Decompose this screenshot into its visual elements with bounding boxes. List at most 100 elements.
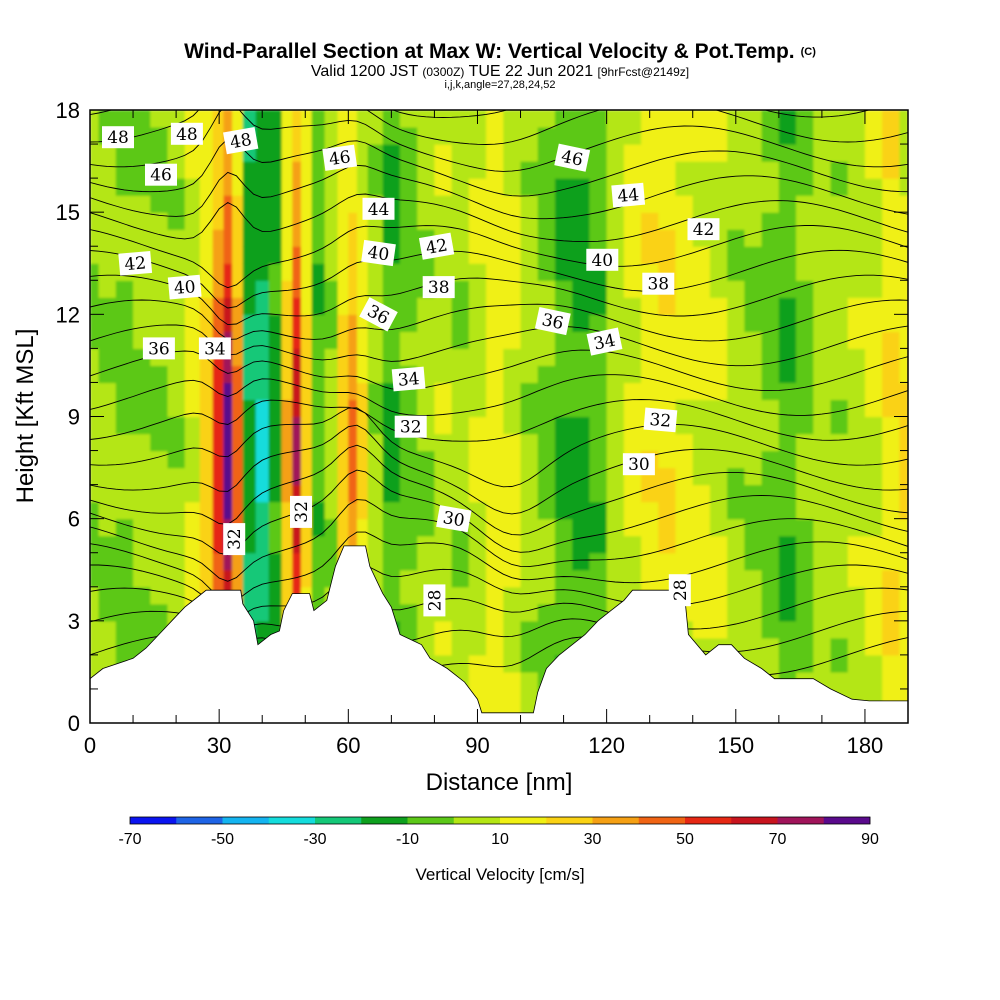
field-cell [899, 552, 908, 571]
field-cell [744, 484, 763, 503]
field-cell [356, 382, 369, 401]
field-cell [300, 297, 313, 315]
field-cell [167, 297, 186, 315]
field-cell [830, 433, 849, 452]
field-cell [348, 127, 358, 145]
field-cell [348, 314, 358, 332]
field-cell [311, 467, 326, 486]
field-cell [864, 467, 883, 486]
field-cell [115, 484, 134, 503]
field-cell [115, 229, 134, 247]
field-cell [761, 552, 780, 571]
field-cell [300, 382, 313, 401]
field-cell [268, 297, 283, 315]
field-cell [864, 603, 883, 622]
field-cell [98, 518, 117, 537]
field-cell [212, 280, 225, 298]
field-cell [520, 671, 539, 690]
field-cell [709, 144, 728, 162]
field-cell [537, 399, 556, 418]
field-cell [98, 586, 117, 605]
field-cell [292, 212, 302, 230]
field-cell [223, 382, 233, 401]
field-cell [292, 246, 302, 264]
field-cell [90, 144, 100, 162]
field-cell [98, 212, 117, 230]
field-cell [184, 433, 201, 452]
field-cell [572, 467, 591, 486]
field-cell [98, 637, 117, 656]
field-cell [554, 467, 573, 486]
field-cell [744, 314, 763, 332]
field-cell [311, 399, 326, 418]
field-cell [796, 399, 814, 418]
field-cell [300, 535, 313, 554]
field-cell [658, 331, 677, 349]
field-cell [761, 365, 780, 384]
field-cell [232, 348, 244, 367]
field-cell [761, 314, 780, 332]
field-cell [658, 552, 677, 571]
field-cell [451, 365, 470, 384]
field-cell [847, 365, 866, 384]
field-cell [184, 535, 201, 554]
field-cell [520, 280, 539, 298]
colorbar-tick-label: -10 [396, 831, 419, 848]
field-cell [311, 569, 326, 588]
field-cell [864, 195, 883, 213]
field-cell [399, 314, 418, 332]
field-cell [675, 518, 694, 537]
field-cell [830, 637, 849, 656]
field-cell [572, 229, 591, 247]
field-cell [232, 212, 244, 230]
theta-contour [90, 399, 908, 442]
field-cell [606, 280, 625, 298]
field-cell [417, 195, 436, 213]
field-cell [255, 382, 270, 401]
field-cell [486, 110, 504, 128]
field-cell [486, 535, 504, 554]
field-cell [356, 348, 369, 367]
field-cell [658, 518, 677, 537]
field-cell [486, 246, 504, 264]
field-cell [623, 399, 642, 418]
field-cell [382, 348, 401, 367]
field-cell [899, 637, 908, 656]
field-cell [761, 433, 780, 452]
field-cell [744, 229, 763, 247]
field-cell [434, 297, 453, 315]
field-cell [281, 246, 293, 264]
field-cell [761, 518, 780, 537]
field-cell [882, 365, 900, 384]
field-cell [727, 535, 745, 554]
field-cell [199, 484, 214, 503]
field-cell [451, 467, 470, 486]
field-cell [486, 212, 504, 230]
field-cell [899, 484, 908, 503]
field-cell [451, 297, 470, 315]
field-cell [212, 161, 225, 179]
field-cell [268, 331, 283, 349]
field-cell [292, 552, 302, 571]
field-cell [434, 178, 453, 196]
field-cell [399, 178, 418, 196]
field-cell [268, 178, 283, 196]
field-cell [572, 365, 591, 384]
field-cell [255, 161, 270, 179]
field-cell [847, 127, 866, 145]
field-cell [311, 161, 326, 179]
field-cell [589, 280, 608, 298]
field-cell [813, 382, 832, 401]
field-cell [337, 348, 349, 367]
field-cell [692, 331, 711, 349]
field-cell [675, 535, 694, 554]
field-cell [434, 348, 453, 367]
contour-label-text: 46 [559, 147, 584, 171]
field-cell [813, 637, 832, 656]
field-cell [847, 637, 866, 656]
field-cell [486, 450, 504, 469]
field-cell [520, 586, 539, 605]
field-cell [658, 229, 677, 247]
field-cell [311, 535, 326, 554]
field-cell [520, 518, 539, 537]
